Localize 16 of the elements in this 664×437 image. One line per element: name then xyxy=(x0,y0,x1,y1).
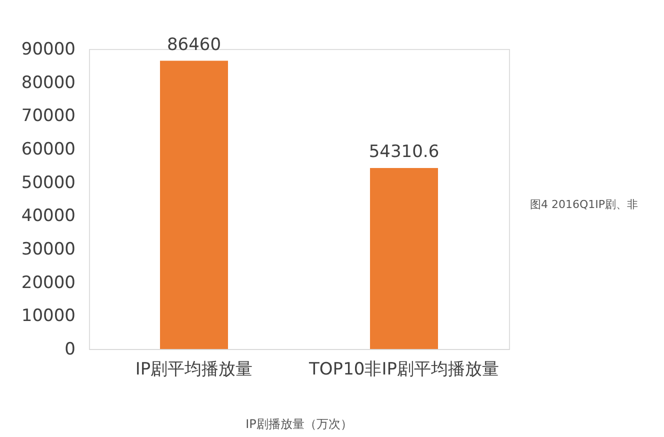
caption: 图4 2016Q1IP剧、非 xyxy=(530,198,638,211)
y-tick-label: 20000 xyxy=(21,272,76,293)
data-label: 86460 xyxy=(166,34,222,55)
data-label: 54310.6 xyxy=(368,142,440,162)
y-tick-label: 70000 xyxy=(21,106,76,126)
y-tick-label: 90000 xyxy=(21,40,76,60)
y-tick-label: 0 xyxy=(64,340,76,360)
x-tick-label: TOP10非IP剧平均播放量 xyxy=(308,360,499,380)
y-tick-label: 50000 xyxy=(21,172,76,193)
y-tick-label: 40000 xyxy=(21,206,76,226)
y-tick-label: 30000 xyxy=(21,240,76,260)
y-tick-label: 60000 xyxy=(21,140,76,160)
x-tick-label: IP剧平均播放量 xyxy=(135,360,253,380)
y-tick-label: 10000 xyxy=(21,306,76,326)
text: IP剧播放量（万次） xyxy=(246,417,352,431)
y-tick-label: 80000 xyxy=(21,72,76,93)
